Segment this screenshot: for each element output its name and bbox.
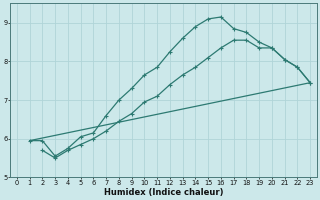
- X-axis label: Humidex (Indice chaleur): Humidex (Indice chaleur): [104, 188, 223, 197]
